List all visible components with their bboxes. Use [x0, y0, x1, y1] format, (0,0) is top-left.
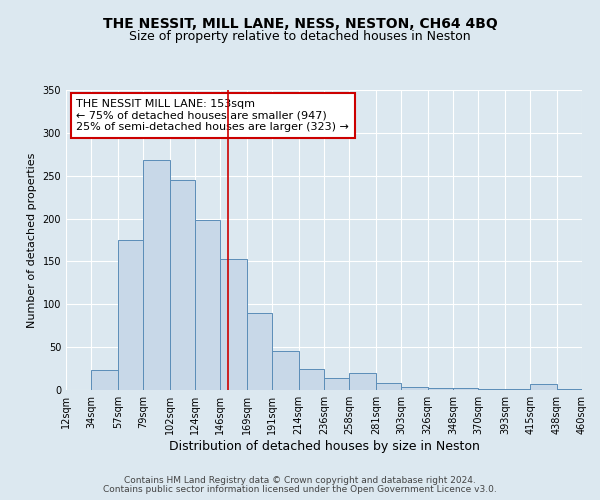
- Bar: [220, 259, 247, 390]
- Bar: [324, 378, 349, 390]
- Y-axis label: Number of detached properties: Number of detached properties: [27, 152, 37, 328]
- Bar: [272, 350, 299, 390]
- Bar: [428, 388, 453, 390]
- Text: THE NESSIT, MILL LANE, NESS, NESTON, CH64 4BQ: THE NESSIT, MILL LANE, NESS, NESTON, CH6…: [103, 18, 497, 32]
- Bar: [505, 389, 530, 390]
- Bar: [453, 388, 478, 390]
- Bar: [349, 373, 376, 390]
- Bar: [557, 389, 582, 390]
- Bar: [478, 389, 505, 390]
- Text: Size of property relative to detached houses in Neston: Size of property relative to detached ho…: [129, 30, 471, 43]
- X-axis label: Distribution of detached houses by size in Neston: Distribution of detached houses by size …: [169, 440, 479, 453]
- Bar: [170, 180, 195, 390]
- Bar: [247, 313, 272, 390]
- Bar: [376, 383, 401, 390]
- Text: THE NESSIT MILL LANE: 153sqm
← 75% of detached houses are smaller (947)
25% of s: THE NESSIT MILL LANE: 153sqm ← 75% of de…: [76, 99, 349, 132]
- Bar: [118, 240, 143, 390]
- Text: Contains HM Land Registry data © Crown copyright and database right 2024.: Contains HM Land Registry data © Crown c…: [124, 476, 476, 485]
- Bar: [401, 388, 428, 390]
- Bar: [299, 368, 324, 390]
- Bar: [530, 384, 557, 390]
- Bar: [195, 220, 220, 390]
- Bar: [91, 370, 118, 390]
- Bar: [143, 160, 170, 390]
- Text: Contains public sector information licensed under the Open Government Licence v3: Contains public sector information licen…: [103, 485, 497, 494]
